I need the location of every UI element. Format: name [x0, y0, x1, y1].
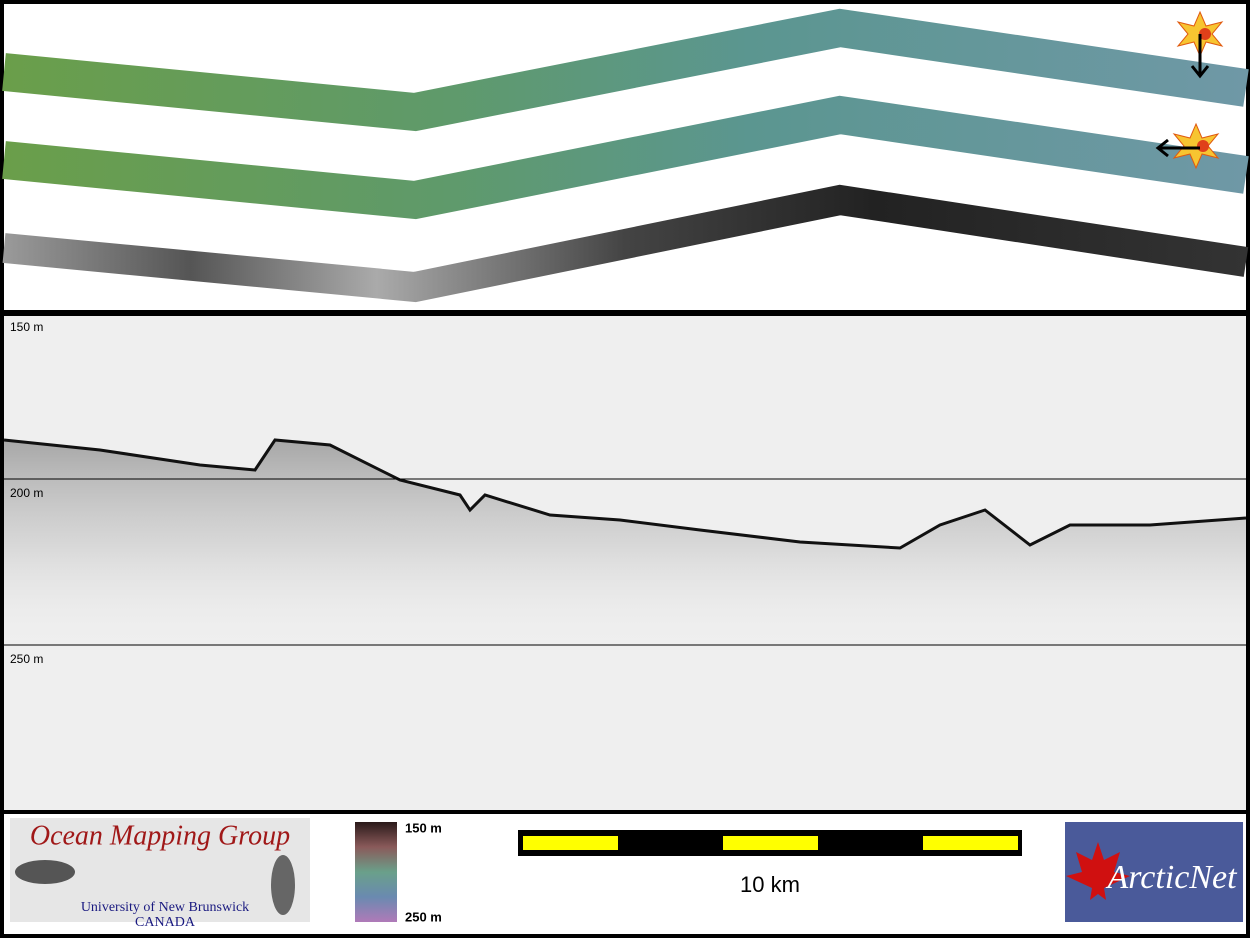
depth-label: 250 m	[10, 652, 43, 666]
depth-label: 200 m	[10, 486, 43, 500]
scale-segment	[723, 836, 818, 850]
logo-text: University of New Brunswick	[81, 900, 249, 915]
depth-label: 150 m	[10, 320, 43, 334]
colorbar	[355, 822, 397, 922]
logo-shape	[15, 860, 75, 884]
colorbar-label: 250 m	[405, 909, 442, 924]
marker	[1155, 122, 1220, 170]
logo-title: Ocean Mapping Group	[30, 820, 290, 851]
sonar-swath	[2, 184, 1249, 303]
swath	[2, 95, 1249, 220]
colorbar-label: 150 m	[405, 820, 442, 835]
seafloor	[3, 438, 1247, 550]
marker	[1176, 10, 1224, 79]
scale-segment	[523, 836, 618, 850]
logo-title: ArcticNet	[1105, 859, 1238, 896]
swath	[2, 8, 1249, 132]
sub-bottom	[4, 440, 1246, 650]
scale-segment	[923, 836, 1018, 850]
logo-shape	[271, 855, 295, 915]
scale-label: 10 km	[740, 872, 800, 897]
maple-leaf	[1066, 842, 1130, 900]
logo-text: CANADA	[135, 915, 196, 930]
